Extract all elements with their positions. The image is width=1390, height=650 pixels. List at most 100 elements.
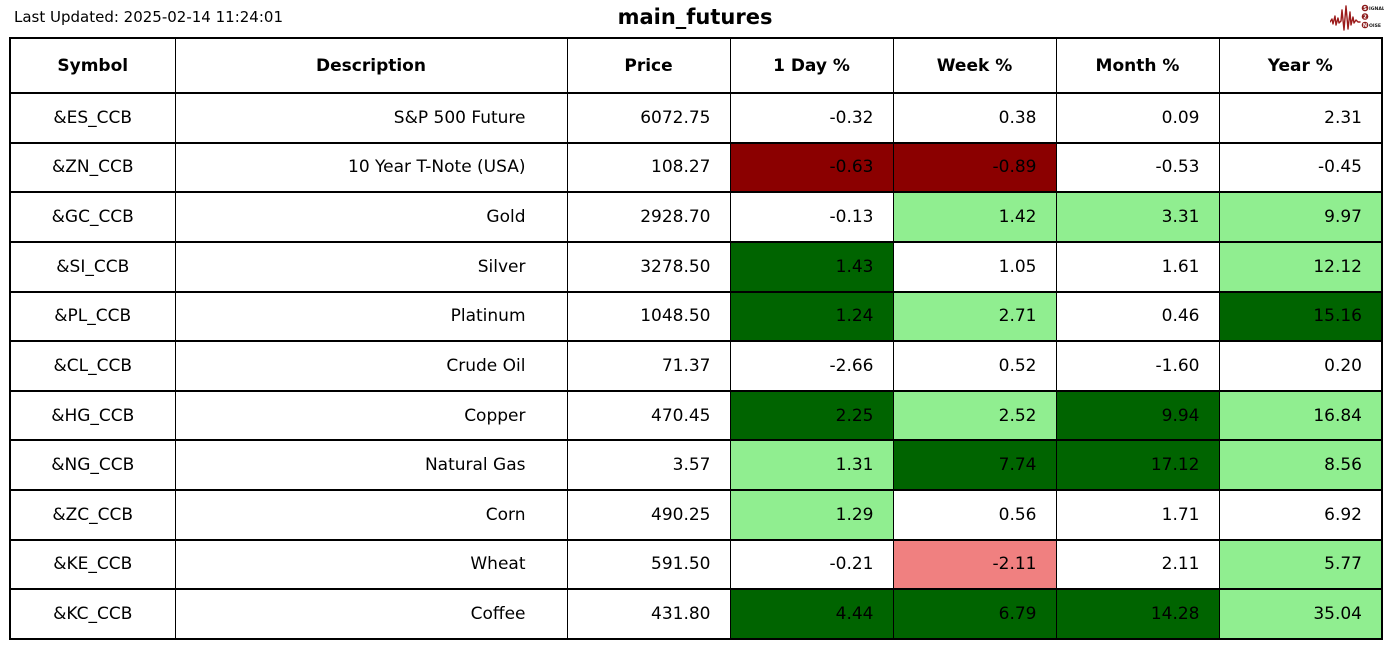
description-cell: Wheat (174, 538, 568, 591)
month-pct-cell: -1.60 (1055, 340, 1220, 392)
price-cell: 591.50 (566, 538, 731, 591)
signal2noise-logo: S IGNAL 2 N OISE (1330, 4, 1384, 31)
description-cell: Platinum (174, 290, 568, 343)
description-cell: 10 Year T-Note (USA) (174, 141, 568, 194)
table-row: &SI_CCB Silver 3278.50 1.43 1.05 1.61 12… (9, 240, 1383, 293)
table-row: &KE_CCB Wheat 591.50 -0.21 -2.11 2.11 5.… (9, 538, 1383, 591)
symbol-cell: &GC_CCB (9, 191, 176, 243)
symbol-cell: &ZN_CCB (9, 141, 176, 194)
day-pct-cell: 1.24 (729, 290, 894, 343)
col-header-month-pct: Month % (1055, 37, 1220, 94)
description-cell: Copper (174, 389, 568, 442)
logo-letter-n: N (1363, 23, 1367, 29)
price-cell: 2928.70 (566, 191, 731, 243)
year-pct-cell: 8.56 (1218, 439, 1383, 491)
table-row: &ZC_CCB Corn 490.25 1.29 0.56 1.71 6.92 (9, 489, 1383, 541)
symbol-cell: &KC_CCB (9, 588, 176, 640)
price-cell: 431.80 (566, 588, 731, 640)
table-row: &ZN_CCB 10 Year T-Note (USA) 108.27 -0.6… (9, 141, 1383, 194)
col-header-price: Price (566, 37, 731, 94)
price-cell: 490.25 (566, 489, 731, 541)
logo-wordmark: S IGNAL 2 N OISE (1361, 4, 1384, 29)
logo-circle-s (1361, 4, 1369, 12)
futures-table: Symbol Description Price 1 Day % Week % … (9, 37, 1383, 640)
month-pct-cell: 1.61 (1055, 240, 1220, 293)
table-row: &NG_CCB Natural Gas 3.57 1.31 7.74 17.12… (9, 439, 1383, 491)
logo-word-signal: IGNAL (1369, 6, 1384, 12)
table-header-row: Symbol Description Price 1 Day % Week % … (9, 37, 1383, 94)
week-pct-cell: 1.05 (892, 240, 1057, 293)
day-pct-cell: 1.29 (729, 489, 894, 541)
description-cell: Natural Gas (174, 439, 568, 491)
waveform-icon (1330, 5, 1361, 31)
page-title: main_futures (617, 5, 773, 29)
year-pct-cell: 16.84 (1218, 389, 1383, 442)
week-pct-cell: 0.38 (892, 92, 1057, 144)
year-pct-cell: 6.92 (1218, 489, 1383, 541)
month-pct-cell: 2.11 (1055, 538, 1220, 591)
year-pct-cell: 9.97 (1218, 191, 1383, 243)
table-row: &GC_CCB Gold 2928.70 -0.13 1.42 3.31 9.9… (9, 191, 1383, 243)
week-pct-cell: 2.71 (892, 290, 1057, 343)
col-header-week-pct: Week % (892, 37, 1057, 94)
month-pct-cell: 0.46 (1055, 290, 1220, 343)
description-cell: Gold (174, 191, 568, 243)
table-row: &CL_CCB Crude Oil 71.37 -2.66 0.52 -1.60… (9, 340, 1383, 392)
year-pct-cell: 12.12 (1218, 240, 1383, 293)
table-row: &PL_CCB Platinum 1048.50 1.24 2.71 0.46 … (9, 290, 1383, 343)
description-cell: S&P 500 Future (174, 92, 568, 144)
month-pct-cell: 3.31 (1055, 191, 1220, 243)
logo-letter-s: S (1363, 6, 1367, 12)
month-pct-cell: 9.94 (1055, 389, 1220, 442)
logo-word-noise: OISE (1369, 23, 1381, 29)
logo-circle-2 (1361, 13, 1369, 20)
price-cell: 71.37 (566, 340, 731, 392)
week-pct-cell: -2.11 (892, 538, 1057, 591)
year-pct-cell: 5.77 (1218, 538, 1383, 591)
day-pct-cell: -0.21 (729, 538, 894, 591)
table-row: &ES_CCB S&P 500 Future 6072.75 -0.32 0.3… (9, 92, 1383, 144)
day-pct-cell: 1.43 (729, 240, 894, 293)
symbol-cell: &NG_CCB (9, 439, 176, 491)
month-pct-cell: 14.28 (1055, 588, 1220, 640)
col-header-description: Description (174, 37, 568, 94)
year-pct-cell: 15.16 (1218, 290, 1383, 343)
month-pct-cell: 17.12 (1055, 439, 1220, 491)
description-cell: Crude Oil (174, 340, 568, 392)
description-cell: Silver (174, 240, 568, 293)
table-row: &KC_CCB Coffee 431.80 4.44 6.79 14.28 35… (9, 588, 1383, 640)
price-cell: 3.57 (566, 439, 731, 491)
col-header-year-pct: Year % (1218, 37, 1383, 94)
description-cell: Coffee (174, 588, 568, 640)
symbol-cell: &CL_CCB (9, 340, 176, 392)
price-cell: 3278.50 (566, 240, 731, 293)
col-header-symbol: Symbol (9, 37, 176, 94)
week-pct-cell: 0.52 (892, 340, 1057, 392)
last-updated-text: Last Updated: 2025-02-14 11:24:01 (14, 8, 283, 26)
year-pct-cell: 0.20 (1218, 340, 1383, 392)
symbol-cell: &ZC_CCB (9, 489, 176, 541)
logo-circle-n (1361, 21, 1369, 29)
week-pct-cell: -0.89 (892, 141, 1057, 194)
day-pct-cell: -2.66 (729, 340, 894, 392)
month-pct-cell: 0.09 (1055, 92, 1220, 144)
price-cell: 470.45 (566, 389, 731, 442)
price-cell: 6072.75 (566, 92, 731, 144)
symbol-cell: &HG_CCB (9, 389, 176, 442)
futures-table-body: &ES_CCB S&P 500 Future 6072.75 -0.32 0.3… (9, 92, 1383, 640)
day-pct-cell: -0.63 (729, 141, 894, 194)
price-cell: 1048.50 (566, 290, 731, 343)
symbol-cell: &ES_CCB (9, 92, 176, 144)
symbol-cell: &KE_CCB (9, 538, 176, 591)
day-pct-cell: -0.13 (729, 191, 894, 243)
week-pct-cell: 1.42 (892, 191, 1057, 243)
day-pct-cell: 1.31 (729, 439, 894, 491)
year-pct-cell: 2.31 (1218, 92, 1383, 144)
day-pct-cell: 4.44 (729, 588, 894, 640)
month-pct-cell: -0.53 (1055, 141, 1220, 194)
day-pct-cell: 2.25 (729, 389, 894, 442)
col-header-1day-pct: 1 Day % (729, 37, 894, 94)
week-pct-cell: 6.79 (892, 588, 1057, 640)
week-pct-cell: 7.74 (892, 439, 1057, 491)
logo-letter-2: 2 (1363, 14, 1367, 20)
